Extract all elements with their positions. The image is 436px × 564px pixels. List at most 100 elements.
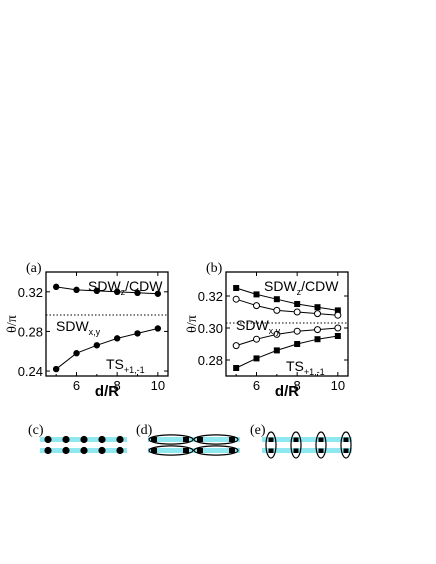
diagram-d-ellipse [193,445,239,456]
panel-a: (a) 6 8 10 0.24 0.28 0.32 SDWz/CDW SDWx,y TS+… [5,261,169,400]
panel-a-label-ts: TS+1,-1 [106,356,145,375]
panel-b-series [232,285,342,371]
panel-a-series-1-point [52,365,60,373]
panel-b-ytick-label: 0.28 [198,353,223,368]
diagram-e: (e) [250,423,352,459]
diagram-c-dots [44,435,124,455]
panel-a-series-0-point [93,287,101,295]
panel-b: (b) 6 8 10 0.28 0.30 0.32 SDWz/CDW SDWx,y TS+… [185,261,349,400]
panel-a-series-1-point [73,350,80,357]
panel-b-xtick-label: 10 [331,378,345,393]
panel-b-ylabel: θ/π [185,315,200,333]
diagram-c-dot [80,446,88,455]
diagram-d-dot [151,448,157,453]
panel-b-series-3-point [273,347,280,354]
panel-a-label: (a) [26,261,42,276]
diagram-d-dot [197,437,203,442]
diagram-d-marks [148,434,239,456]
panel-a-series-1-point [93,342,101,349]
panel-b-ytick-label: 0.32 [198,289,223,304]
panel-b-xlabel: d/R [275,383,299,400]
panel-a-ylabel: θ/π [5,315,20,333]
diagram-e-dot [293,437,299,442]
diagram-e-dot [343,437,349,442]
diagram-e-marks [265,431,352,459]
panel-a-ticks: 6 8 10 0.24 0.28 0.32 [18,272,168,393]
panel-b-series-2-point [293,327,301,335]
panel-b-series-0-line [236,287,338,311]
diagram-d: (d) [136,423,240,456]
panel-b-series-0-point [273,296,280,303]
diagram-d-dot [151,437,157,442]
diagram-e-label: (e) [250,423,266,438]
panel-b-ytick-label: 0.30 [198,321,223,336]
panel-b-series-2-point [253,335,260,343]
diagram-e-ellipse [290,431,302,459]
panel-a-series-0-line [56,286,158,295]
panel-a-series-0-point [134,289,141,296]
panel-b-series-3-point [334,333,341,339]
panel-b-series-1-point [293,308,301,316]
diagram-c: (c) [28,423,127,455]
panel-a-series-0-point [52,283,60,291]
diagram-d-dot [197,448,203,453]
diagram-c-dot [98,446,106,455]
panel-a-ytick-label: 0.32 [18,285,43,300]
diagram-c-dot [44,446,52,455]
panel-a-label-sdwxy: SDWx,y [56,318,101,337]
panel-a-xtick-label: 8 [114,378,121,393]
panel-b-series-1-point [334,311,342,319]
panel-a-xtick-label: 10 [151,378,165,393]
diagram-c-label: (c) [28,423,44,438]
diagram-d-dot [183,448,189,453]
panel-b-ticks: 6 8 10 0.28 0.30 0.32 [198,272,348,393]
diagram-e-dot [268,448,274,453]
diagram-e-ellipse [340,431,352,459]
panel-a-ytick-label: 0.28 [18,324,43,339]
panel-b-series-3-point [294,341,301,347]
panel-b-series-2-point [232,342,240,350]
diagram-e-dot [318,448,324,453]
panel-b-series-1-point [314,310,321,318]
panel-b-label: (b) [206,261,223,276]
diagram-d-ellipse [148,445,194,456]
panel-a-xtick-label: 6 [73,378,80,393]
panel-a-frame [45,271,169,377]
diagram-e-dot [318,437,324,442]
panel-a-series [52,283,162,373]
diagram-e-dot [268,437,274,442]
diagram-e-band-bottom [262,448,352,453]
diagram-e-ellipse [315,431,327,459]
diagram-c-dot [80,435,88,444]
panel-b-series-2-point [334,324,342,332]
panel-b-series-0-point [253,291,260,298]
panel-b-series-0-point [233,285,240,291]
diagram-c-dot [62,446,70,455]
diagram-c-dot [116,446,124,455]
diagram-d-dot [183,437,189,442]
diagram-e-band-top [262,437,352,442]
panel-a-series-0-point [154,290,162,297]
panel-a-series-0-point [113,288,121,296]
panel-b-label-sdwz: SDWz/CDW [264,278,339,297]
panel-a-series-1-line [55,327,158,370]
panel-a-label-sdwz: SDWz/CDW [88,278,163,297]
panel-b-series-1-point [253,302,260,310]
panel-a-series-1-point [134,330,141,337]
panel-b-series-3-line [235,335,338,369]
diagram-c-dot [44,435,52,444]
panel-b-xtick-label: 6 [253,378,260,393]
panel-b-series-2-point [314,326,321,334]
panel-a-series-0-point [73,286,80,294]
panel-b-series-0-point [334,307,341,314]
diagram-e-dot [343,448,349,453]
diagram-d-label: (d) [136,423,153,438]
panel-b-series-3-point [314,336,321,343]
panel-a-series-1-point [113,335,121,342]
panel-b-series-3-point [233,365,240,371]
diagram-c-dot [62,435,70,444]
panel-b-label-ts: TS+1,-1 [286,358,325,377]
panel-b-series-1-point [232,295,240,303]
panel-b-series-3-point [253,355,260,362]
panel-b-series-1-point [273,306,281,314]
